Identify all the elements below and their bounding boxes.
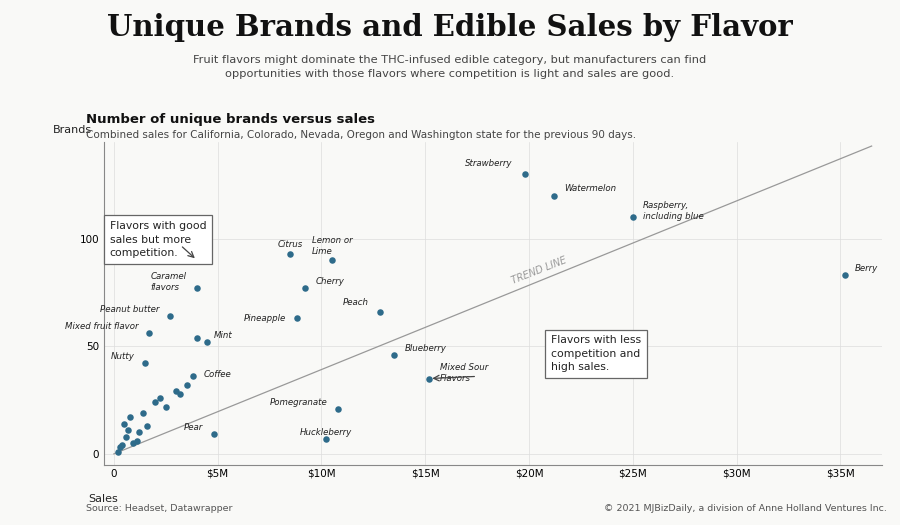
Text: Caramel
flavors: Caramel flavors — [150, 272, 186, 292]
Point — [138, 359, 152, 368]
Text: Mint: Mint — [213, 331, 232, 340]
Text: Source: Headset, Datawrapper: Source: Headset, Datawrapper — [86, 505, 232, 513]
Point — [290, 314, 304, 322]
Text: Mixed fruit flavor: Mixed fruit flavor — [66, 322, 139, 331]
Point — [117, 419, 131, 428]
Point — [148, 398, 163, 406]
Point — [206, 430, 220, 439]
Point — [125, 439, 140, 447]
Point — [319, 435, 333, 443]
Text: Unique Brands and Edible Sales by Flavor: Unique Brands and Edible Sales by Flavor — [107, 13, 793, 42]
Text: Flavors with good
sales but more
competition.: Flavors with good sales but more competi… — [110, 222, 206, 258]
Point — [111, 447, 125, 456]
Text: Strawberry: Strawberry — [465, 159, 512, 167]
Point — [140, 422, 154, 430]
Text: Peanut butter: Peanut butter — [100, 305, 159, 314]
Text: Pineapple: Pineapple — [244, 313, 286, 322]
Point — [298, 284, 312, 292]
Text: Peach: Peach — [343, 299, 369, 308]
Point — [123, 413, 138, 422]
Text: Number of unique brands versus sales: Number of unique brands versus sales — [86, 113, 374, 126]
Point — [194, 251, 208, 260]
Point — [325, 256, 339, 264]
Point — [185, 372, 200, 381]
Text: Apple: Apple — [189, 243, 213, 251]
Point — [190, 284, 204, 292]
Text: Huckleberry: Huckleberry — [300, 428, 352, 437]
Point — [112, 443, 127, 452]
Point — [173, 390, 187, 398]
Point — [122, 426, 136, 434]
Point — [837, 271, 851, 279]
Text: © 2021 MJBizDaily, a division of Anne Holland Ventures Inc.: © 2021 MJBizDaily, a division of Anne Ho… — [604, 505, 886, 513]
Point — [547, 192, 562, 200]
Text: Blueberry: Blueberry — [404, 344, 446, 353]
Point — [179, 381, 194, 389]
Point — [119, 433, 133, 441]
Point — [130, 437, 144, 445]
Point — [331, 404, 346, 413]
Text: Pear: Pear — [184, 423, 203, 433]
Point — [158, 402, 173, 411]
Point — [136, 409, 150, 417]
Point — [131, 428, 146, 437]
Point — [169, 387, 184, 396]
Text: Berry: Berry — [855, 264, 878, 273]
Point — [626, 213, 640, 222]
Text: Fruit flavors might dominate the THC-infused edible category, but manufacturers : Fruit flavors might dominate the THC-inf… — [194, 55, 706, 79]
Text: Pomegranate: Pomegranate — [270, 397, 328, 406]
Text: Coffee: Coffee — [203, 370, 231, 379]
Text: Flavors with less
competition and
high sales.: Flavors with less competition and high s… — [551, 335, 642, 372]
Point — [142, 329, 157, 338]
Point — [373, 308, 387, 316]
Text: Cherry: Cherry — [315, 277, 344, 286]
Point — [152, 394, 166, 402]
Text: Combined sales for California, Colorado, Nevada, Oregon and Washington state for: Combined sales for California, Colorado,… — [86, 130, 635, 140]
Point — [190, 333, 204, 342]
Point — [163, 312, 177, 320]
Text: Raspberry,
including blue: Raspberry, including blue — [644, 201, 704, 222]
Point — [200, 338, 214, 346]
Text: Brands: Brands — [53, 125, 92, 135]
Point — [387, 351, 401, 359]
Text: Citrus: Citrus — [278, 240, 303, 249]
Text: Mixed Sour
Flavors: Mixed Sour Flavors — [440, 363, 488, 383]
Point — [422, 374, 436, 383]
Text: TREND LINE: TREND LINE — [510, 255, 569, 286]
Text: Sales: Sales — [88, 494, 118, 503]
Text: Nutty: Nutty — [111, 352, 135, 361]
Text: Lemon or
Lime: Lemon or Lime — [311, 236, 352, 256]
Point — [284, 249, 298, 258]
Point — [115, 441, 130, 449]
Point — [518, 170, 532, 178]
Text: Watermelon: Watermelon — [564, 184, 616, 193]
